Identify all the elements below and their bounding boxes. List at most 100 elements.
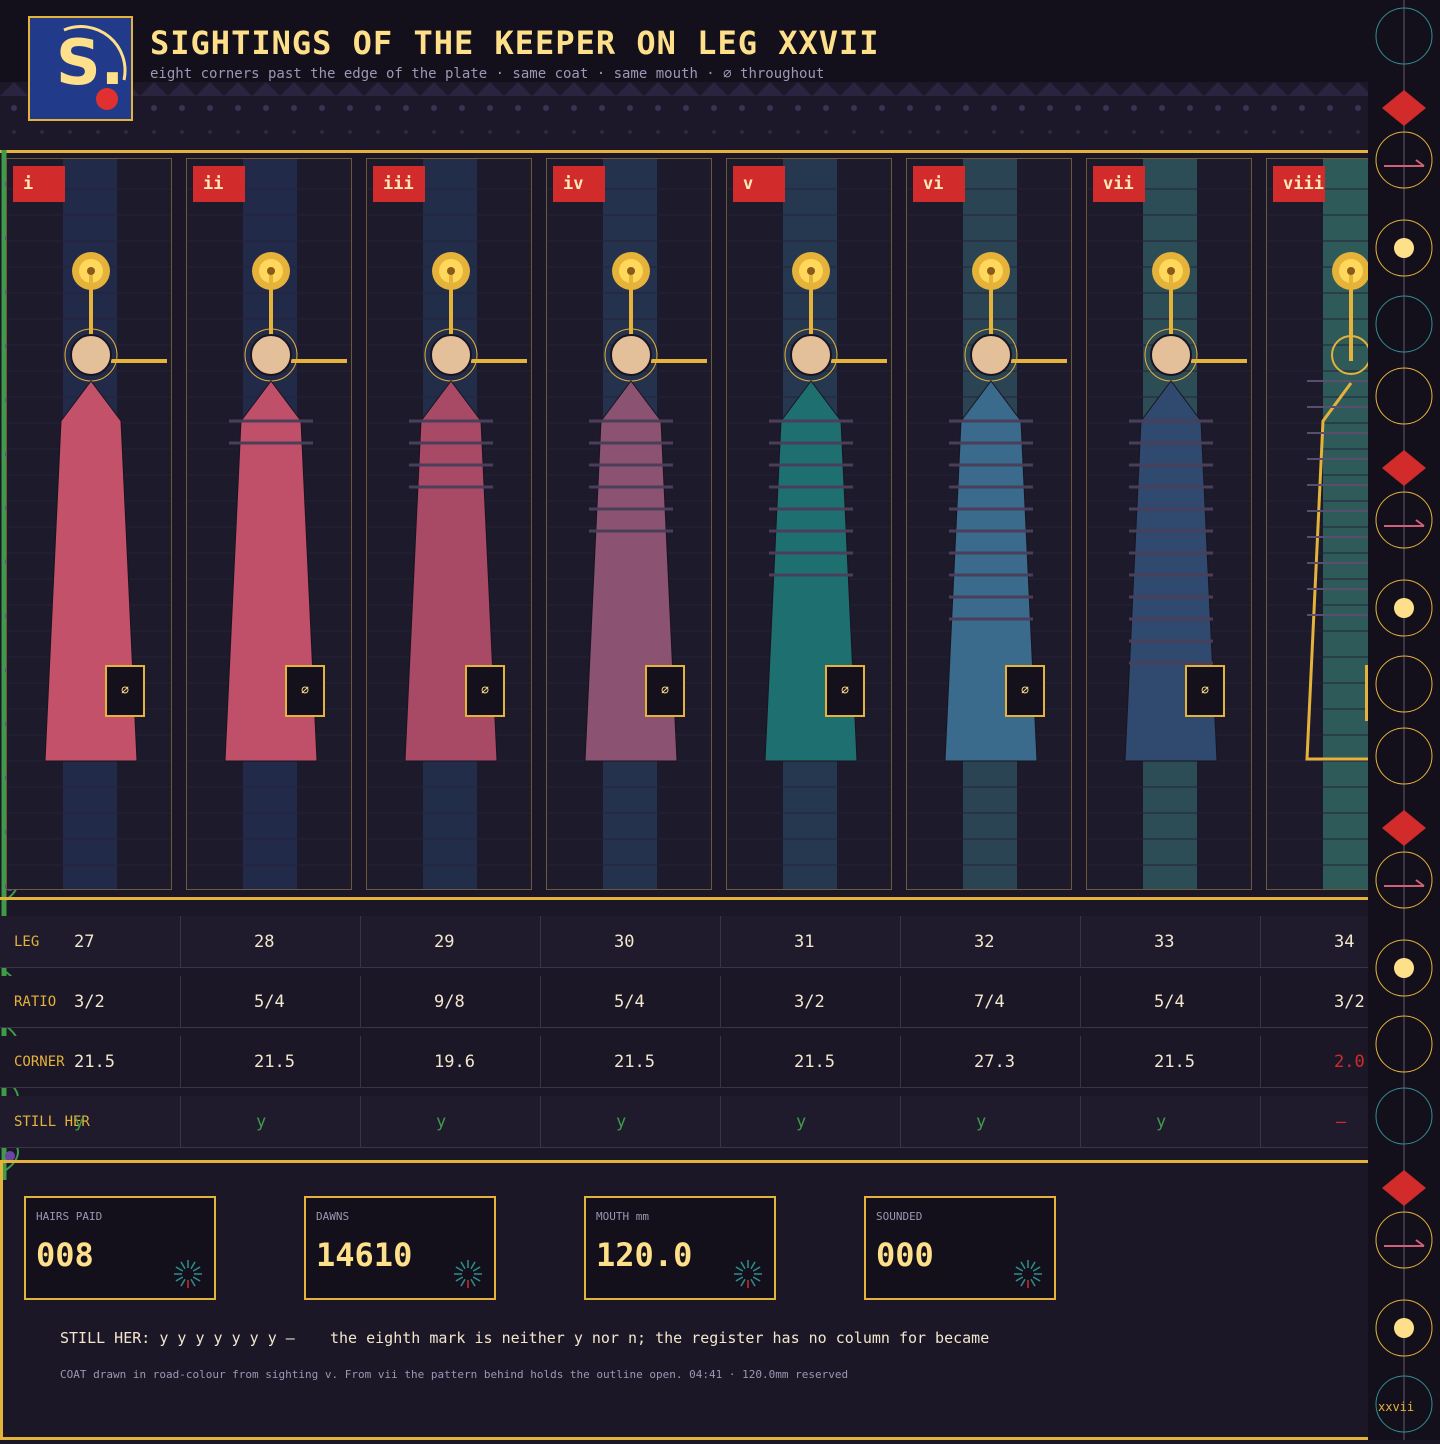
gold-ring-icon (1375, 727, 1433, 785)
pattern-tooth (756, 82, 784, 96)
pattern-dot (628, 130, 632, 134)
gold-ring-icon (1375, 131, 1433, 189)
mark-badge: ⌀ (1005, 665, 1045, 717)
pattern-dot (712, 130, 716, 134)
pattern-tooth (840, 82, 868, 96)
pattern-dot (1356, 130, 1360, 134)
row-label: RATIO (14, 994, 57, 1010)
cell-divider (360, 916, 361, 968)
cell-divider (360, 976, 361, 1028)
left-frame-rule (0, 1160, 3, 1440)
cell-divider (1080, 916, 1081, 968)
pattern-tooth (560, 82, 588, 96)
pattern-dot (291, 105, 297, 111)
pattern-tooth (1120, 82, 1148, 96)
pattern-dot (1355, 105, 1361, 111)
counter-card: HAIRS PAID 008 (24, 1196, 216, 1300)
mark-badge: ⌀ (1185, 665, 1225, 717)
pattern-dot (599, 105, 605, 111)
table-cell: 19.6 (434, 1052, 475, 1072)
table-cell: 31 (794, 932, 815, 952)
dial-tick (460, 1278, 466, 1287)
pattern-tooth (224, 82, 252, 96)
pattern-dot (348, 130, 352, 134)
pattern-dot (151, 105, 157, 111)
pattern-tooth (672, 82, 700, 96)
dial-tick (460, 1261, 466, 1270)
lamp-core (87, 267, 95, 275)
teal-ring-icon (1375, 295, 1433, 353)
pattern-dot (1271, 105, 1277, 111)
dial-icon (454, 1260, 482, 1288)
dial-tick (1030, 1261, 1036, 1270)
pattern-tooth (1232, 82, 1260, 96)
dial-tick (455, 1276, 464, 1282)
pattern-dot (1327, 105, 1333, 111)
dial-tick (192, 1276, 201, 1282)
pattern-dot (1103, 105, 1109, 111)
right-rail (1368, 0, 1440, 1440)
dial-tick (180, 1278, 186, 1287)
red-diamond-icon (1382, 450, 1426, 486)
teal-ring-icon (1375, 1375, 1433, 1433)
pattern-tooth (1148, 82, 1176, 96)
cell-divider (180, 1096, 181, 1148)
table-cell: 5/4 (254, 992, 285, 1012)
cell-divider (540, 1096, 541, 1148)
cell-divider (540, 916, 541, 968)
pattern-dot (627, 105, 633, 111)
sighting-tag: viii (1273, 166, 1325, 202)
counter-card: SOUNDED 000 (864, 1196, 1056, 1300)
pattern-dot (292, 130, 296, 134)
sighting-tag: iv (553, 166, 605, 202)
dial-tick (752, 1266, 761, 1272)
pattern-dot (375, 105, 381, 111)
dial-tick (740, 1261, 746, 1270)
sighting-column: ⌀ vi (906, 158, 1072, 890)
rail-label: xxvii (1378, 1400, 1415, 1414)
table-cell: — (1336, 1112, 1347, 1132)
sighting-figure (367, 188, 531, 866)
dial-tick (735, 1276, 744, 1282)
pattern-tooth (448, 82, 476, 96)
gold-ring-icon (1375, 1211, 1433, 1269)
counter-card: DAWNS 14610 (304, 1196, 496, 1300)
top-rule (0, 150, 1368, 153)
pattern-tooth (952, 82, 980, 96)
cell-divider (900, 916, 901, 968)
cell-divider (900, 976, 901, 1028)
pattern-tooth (392, 82, 420, 96)
pattern-dot (1047, 105, 1053, 111)
mark-badge: ⌀ (285, 665, 325, 717)
sighting-tag: vi (913, 166, 965, 202)
table-cell: y (976, 1112, 987, 1132)
pattern-dot (1132, 130, 1136, 134)
dial-tick (1030, 1278, 1036, 1287)
lamp-core (1167, 267, 1175, 275)
pattern-tooth (1316, 82, 1344, 96)
table-row: LEG 27 28 29 30 31 32 33 34 (0, 916, 1368, 968)
pattern-dot (711, 105, 717, 111)
table-cell: y (796, 1112, 807, 1132)
pattern-dot (1300, 130, 1304, 134)
sun-icon (1394, 598, 1414, 618)
sighting-figure (907, 188, 1071, 866)
dial-tick (175, 1276, 184, 1282)
pattern-dot (907, 105, 913, 111)
cell-divider (720, 976, 721, 1028)
pattern-tooth (504, 82, 532, 96)
arrow-icon (1384, 879, 1425, 887)
pattern-dot (600, 130, 604, 134)
head (970, 334, 1012, 376)
pattern-tooth (784, 82, 812, 96)
sighting-figure (187, 188, 351, 866)
pattern-dot (964, 130, 968, 134)
sighting-figure (727, 188, 891, 866)
table-row: STILL HER y y y y y y y — (0, 1096, 1368, 1148)
red-diamond-icon (1382, 90, 1426, 126)
sighting-tag: vii (1093, 166, 1145, 202)
sighting-tag: v (733, 166, 785, 202)
table-cell: 7/4 (974, 992, 1005, 1012)
pattern-dot (823, 105, 829, 111)
page-title: SIGHTINGS OF THE KEEPER ON LEG XXVII (150, 24, 880, 62)
